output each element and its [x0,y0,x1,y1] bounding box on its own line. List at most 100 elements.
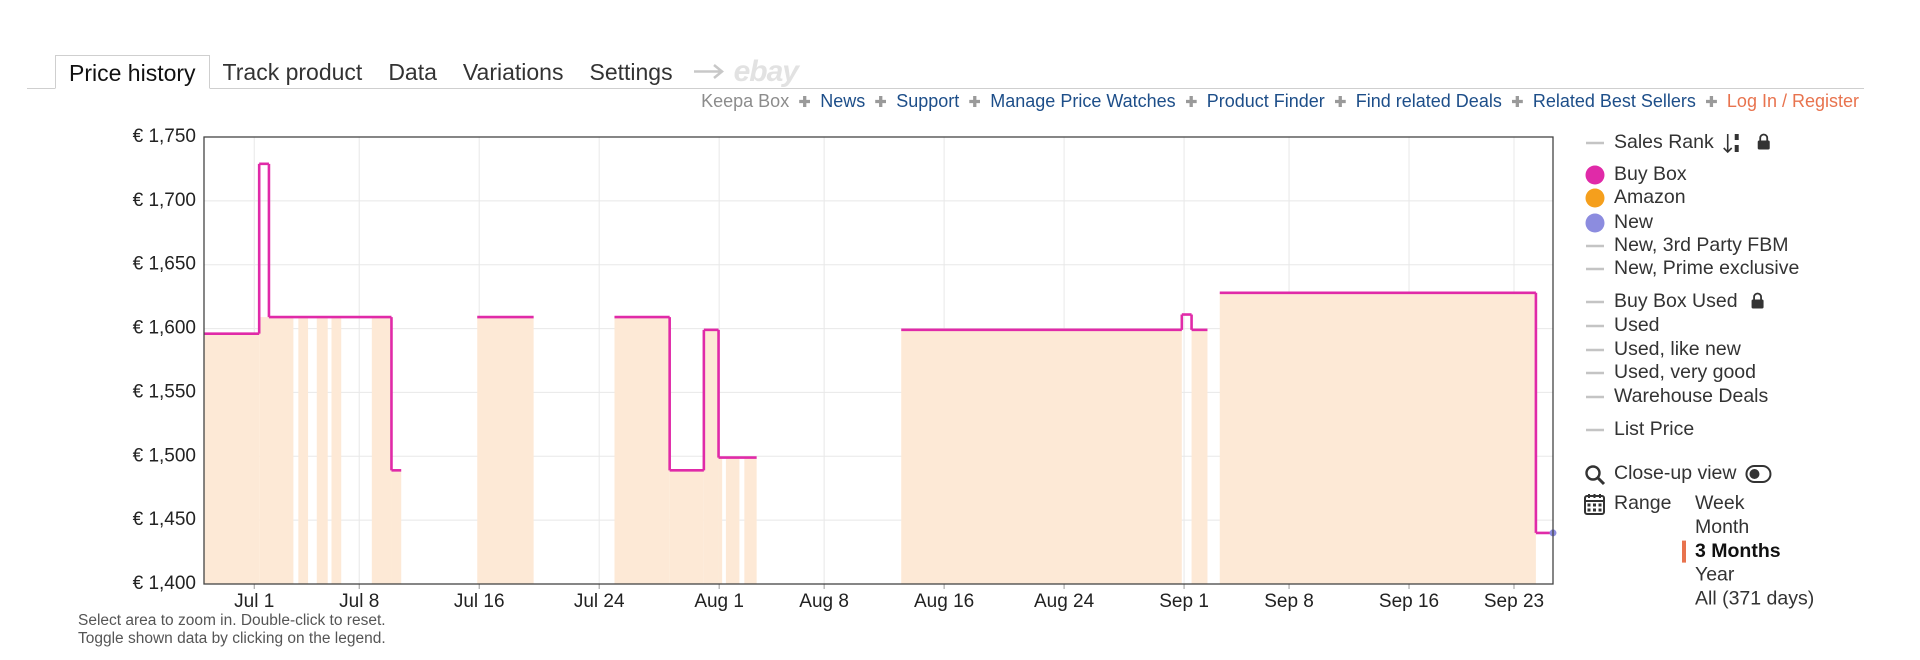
x-tick-label: Sep 16 [1379,591,1439,612]
link[interactable]: Manage Price Watches [990,91,1176,111]
calendar-cell [1598,508,1602,512]
legend-label: New [1614,211,1654,233]
closeup-label: Close-up view [1614,462,1737,484]
range-option[interactable]: Month [1695,516,1749,538]
y-tick-label: € 1,700 [133,190,196,211]
lock-shackle [1759,133,1769,141]
legend-label: Buy Box [1614,163,1687,185]
legend-label: Used, very good [1614,361,1756,383]
area-segment [725,457,740,584]
link[interactable]: Log In / Register [1726,91,1859,111]
area-segment [901,329,1182,584]
area-segment [204,333,260,584]
magnifier-glass [1585,465,1601,481]
separator [1185,96,1197,107]
range-option[interactable]: 3 Months [1695,540,1781,562]
y-tick-label: € 1,550 [133,381,196,402]
area-segment [614,317,670,584]
separator [875,96,887,107]
x-tick-label: Jul 8 [339,591,379,612]
legend-dot [1585,165,1605,185]
y-tick-label: € 1,400 [133,573,196,594]
tab[interactable]: Variations [462,59,564,85]
area-segment [1219,292,1536,584]
calendar-cell [1587,508,1591,512]
calendar-cell [1587,503,1591,507]
link[interactable]: Related Best Sellers [1532,91,1696,111]
y-tick-label: € 1,500 [133,445,196,466]
link[interactable]: Support [896,91,960,111]
y-tick-label: € 1,750 [133,126,196,147]
note: Toggle shown data by clicking on the leg… [78,630,386,647]
x-tick-label: Jul 1 [234,591,274,612]
link[interactable]: Product Finder [1206,91,1325,111]
legend-label: New, Prime exclusive [1614,257,1799,279]
lock-body [1757,140,1770,150]
legend-label: Used, like new [1614,338,1742,360]
separator [799,96,811,107]
range-option[interactable]: Week [1695,492,1745,514]
x-tick-label: Aug 8 [799,591,849,612]
area-segment [718,457,723,584]
y-tick-label: € 1,450 [133,509,196,530]
arrow-icon [693,64,724,79]
x-tick-label: Sep 8 [1264,591,1314,612]
legend-dot [1585,188,1605,208]
link[interactable]: News [820,91,866,111]
area-segment [1191,329,1208,584]
tab[interactable]: Price history [55,55,210,89]
link[interactable]: Keepa Box [701,91,790,111]
tab[interactable]: Track product [222,59,363,85]
range-option[interactable]: Year [1695,564,1735,586]
x-tick-label: Aug 1 [694,591,744,612]
lock-icon [1757,133,1770,150]
legend-label: Buy Box Used [1614,290,1738,312]
lock-shackle [1753,292,1762,300]
area-segment [298,317,309,584]
area-segment [703,329,719,584]
y-tick-label: € 1,600 [133,318,196,339]
legend-label: Warehouse Deals [1614,385,1769,407]
ebay-logo[interactable]: ebay [733,55,799,88]
range-label: Range [1614,492,1671,514]
area-segment [669,470,704,584]
x-tick-label: Aug 24 [1034,591,1095,612]
magnifier-handle [1596,476,1606,486]
area-segment [316,317,328,584]
tab-bar: Price history Track product Data Variations… [27,55,1864,89]
x-tick-label: Aug 16 [914,591,974,612]
link[interactable]: Find related Deals [1355,91,1502,111]
magnifier-icon [1585,465,1606,486]
plot-frame [203,136,1554,585]
area-segment [259,317,294,584]
x-tick-label: Sep 23 [1484,591,1544,612]
sort-icon [1723,134,1739,154]
x-tick-label: Sep 1 [1159,591,1209,612]
range-option[interactable]: All (371 days) [1695,587,1814,609]
note: Select area to zoom in. Double-click to … [78,612,386,629]
calendar-icon [1584,494,1605,515]
sort-bar [1734,134,1739,140]
tab[interactable]: Settings [589,59,673,85]
sort-arrow [1723,134,1733,154]
area-segment [371,317,392,584]
y-tick-label: € 1,650 [133,254,196,275]
legend-label: Used [1614,314,1660,336]
range-selected-bar [1682,540,1686,563]
calendar-cell [1593,508,1596,512]
separator [969,96,981,107]
calendar-cell [1593,503,1596,507]
separator [1705,96,1717,107]
separator [1334,96,1346,107]
toggle-knob [1749,469,1760,479]
separator [1511,96,1523,107]
area-segment [477,317,534,584]
sort-bar [1734,145,1739,152]
lock-body [1751,299,1764,309]
tab[interactable]: Data [388,59,437,85]
legend-label: Sales Rank [1614,131,1714,153]
calendar-cell [1598,503,1602,507]
legend-label: List Price [1614,418,1694,440]
